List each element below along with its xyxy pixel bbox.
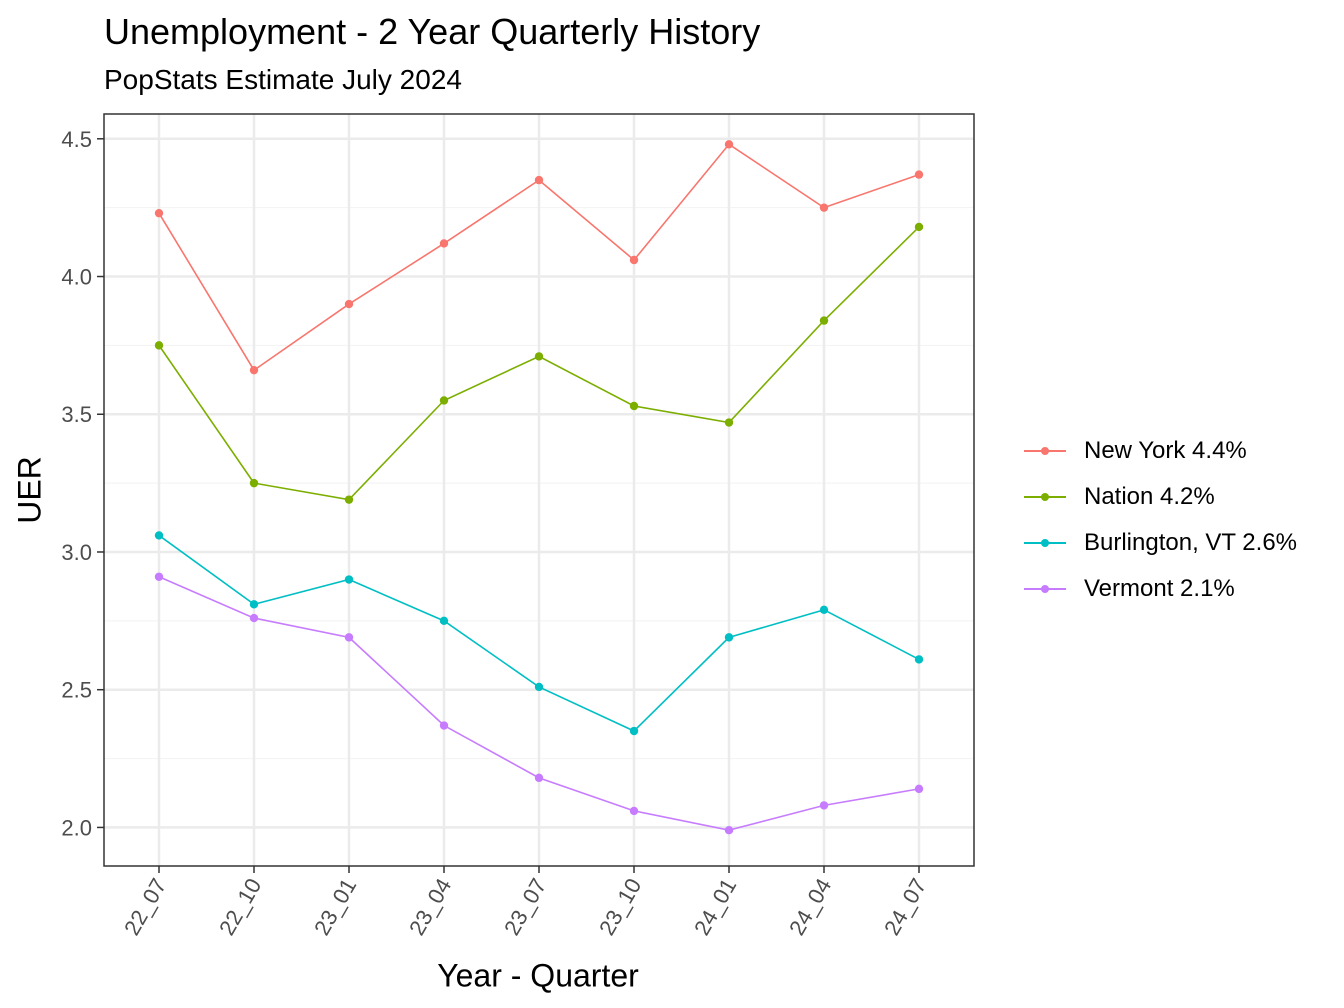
chart-title: Unemployment - 2 Year Quarterly History [104, 11, 761, 52]
data-point [534, 682, 544, 692]
data-point [724, 418, 734, 427]
x-tick-label: 22_07 [119, 874, 171, 939]
grid-lines [104, 114, 974, 866]
legend-item: Burlington, VT 2.6% [1024, 520, 1297, 566]
chart-subtitle: PopStats Estimate July 2024 [104, 64, 462, 95]
legend-label: Vermont 2.1% [1084, 575, 1235, 602]
data-point [724, 140, 734, 149]
data-point [914, 222, 924, 232]
legend-key [1024, 441, 1066, 461]
legend-key [1024, 533, 1066, 553]
legend-item: New York 4.4% [1024, 428, 1297, 474]
data-point [534, 352, 544, 361]
y-tick-label: 2.5 [61, 678, 92, 703]
y-tick-label: 3.0 [61, 540, 92, 565]
data-point [534, 175, 544, 185]
data-point [724, 825, 734, 835]
data-point [344, 633, 354, 642]
data-point [629, 255, 639, 265]
x-tick-label: 24_07 [879, 874, 931, 939]
data-point [629, 401, 639, 411]
legend-key-dot [1041, 447, 1049, 455]
x-tick-label: 23_01 [309, 874, 361, 939]
data-point [154, 341, 164, 350]
x-tick-label: 23_04 [404, 874, 456, 939]
data-point [629, 726, 639, 736]
y-tick-label: 2.0 [61, 815, 92, 840]
data-point [439, 721, 449, 730]
legend-label: Burlington, VT 2.6% [1084, 529, 1298, 556]
x-tick-label: 23_10 [594, 874, 646, 939]
legend-label: Nation 4.2% [1084, 483, 1215, 510]
legend-key-dot [1041, 585, 1049, 593]
data-point [439, 616, 449, 626]
y-tick-label: 3.5 [61, 402, 92, 427]
x-tick-label: 24_04 [784, 874, 836, 939]
data-point [154, 572, 164, 581]
data-point [914, 784, 924, 794]
series-layer [154, 140, 924, 835]
series-new [154, 140, 924, 375]
x-tick-label: 24_01 [689, 874, 741, 939]
y-tick-label: 4.5 [61, 127, 92, 152]
legend-item: Nation 4.2% [1024, 474, 1297, 520]
data-point [629, 806, 639, 816]
data-point [439, 396, 449, 405]
data-point [249, 613, 259, 623]
data-point [344, 299, 354, 309]
data-point [914, 170, 924, 179]
legend-item: Vermont 2.1% [1024, 566, 1297, 612]
data-point [154, 208, 164, 218]
legend-key [1024, 579, 1066, 599]
data-point [249, 478, 259, 488]
data-point [819, 801, 829, 810]
data-point [914, 655, 924, 664]
legend: New York 4.4% Nation 4.2% Burlington, VT 2… [1024, 428, 1297, 612]
data-point [534, 773, 544, 783]
series-vermont [154, 572, 924, 835]
data-point [439, 239, 449, 248]
data-point [249, 600, 259, 609]
legend-key-dot [1041, 539, 1049, 547]
axes: 2.0 2.5 3.0 3.5 4.0 4.5 22_07 22_10 23_01 23_04 23… [61, 127, 931, 940]
series-burlington [154, 531, 924, 736]
data-point [249, 365, 259, 375]
data-point [344, 575, 354, 584]
data-point [154, 531, 164, 540]
y-tick-label: 4.0 [61, 265, 92, 290]
data-point [819, 605, 829, 615]
x-axis-label: Year - Quarter [437, 957, 639, 994]
data-point [344, 495, 354, 504]
legend-key-dot [1041, 493, 1049, 501]
series-nation [154, 222, 924, 504]
legend-key [1024, 487, 1066, 507]
x-tick-label: 23_07 [499, 874, 551, 939]
x-tick-label: 22_10 [214, 874, 266, 939]
legend-label: New York 4.4% [1084, 437, 1247, 464]
data-point [819, 316, 829, 325]
data-point [724, 633, 734, 642]
data-point [819, 203, 829, 212]
